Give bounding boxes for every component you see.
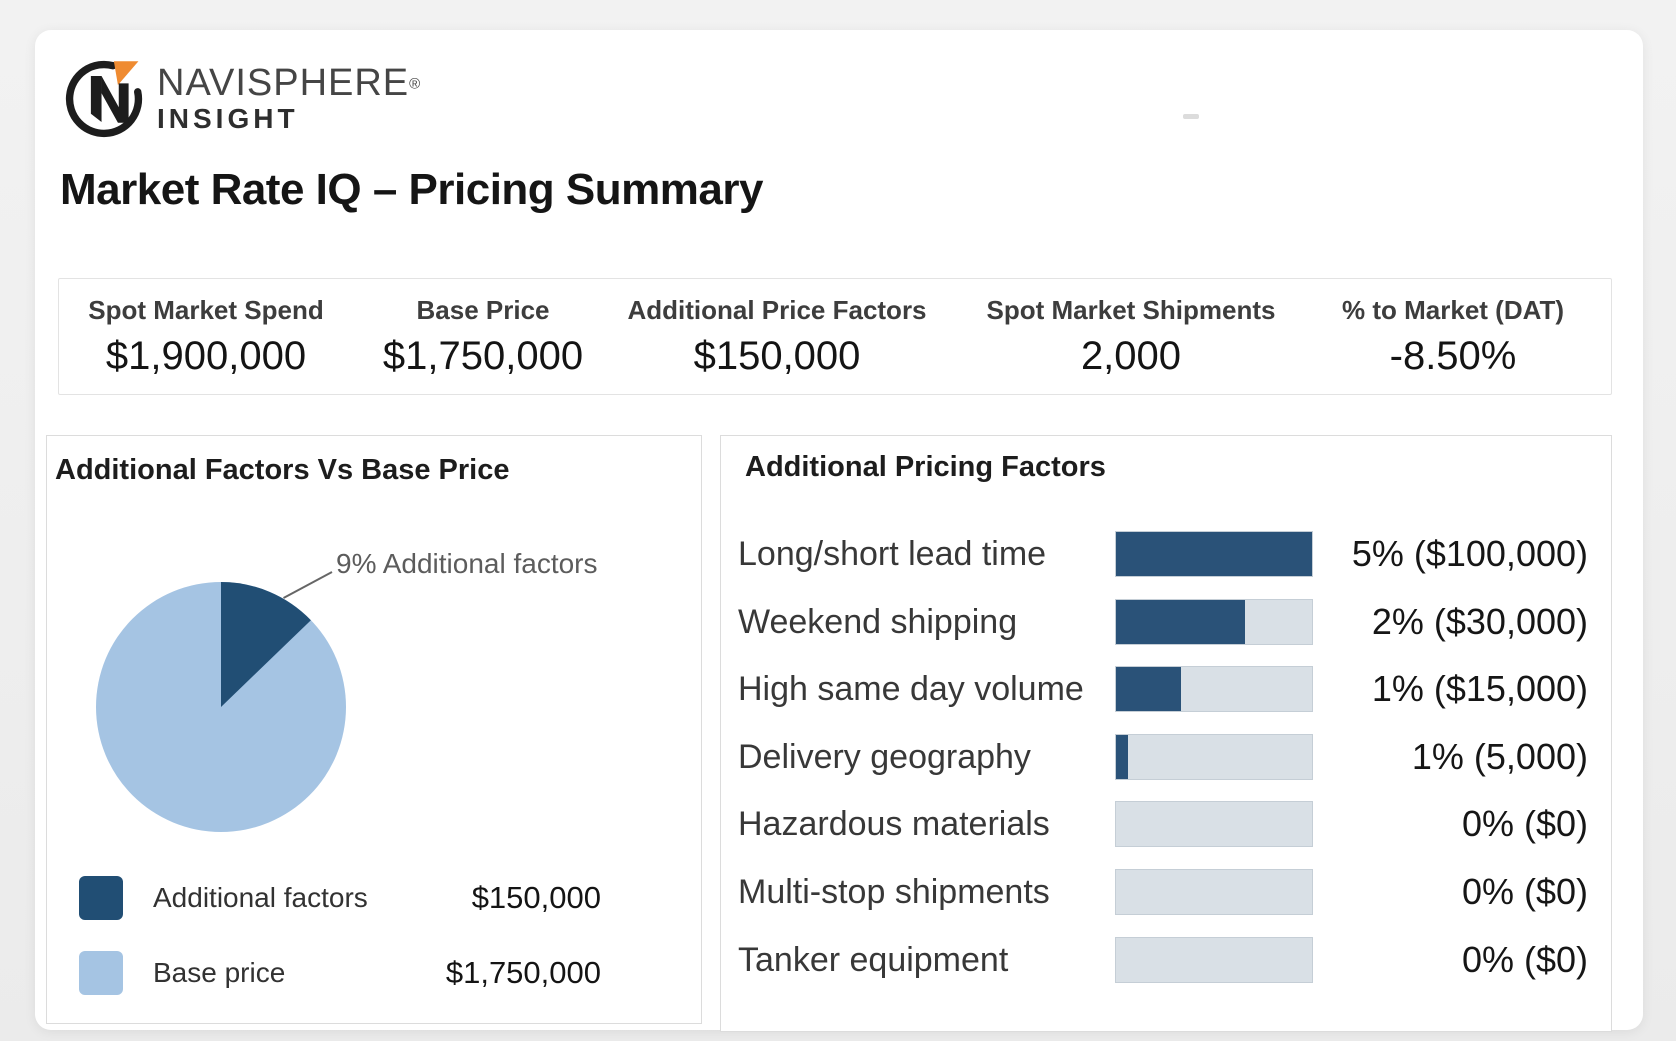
bar-row: Hazardous materials 0% ($0) xyxy=(721,801,1611,848)
dashboard-card: NAVISPHERE® INSIGHT Market Rate IQ – Pri… xyxy=(35,30,1643,1032)
kpi-value: $1,900,000 xyxy=(105,334,307,378)
brand-name: NAVISPHERE xyxy=(157,62,410,104)
kpi-value: 2,000 xyxy=(1080,334,1182,378)
bar-track xyxy=(1115,531,1313,577)
bar-fill xyxy=(1116,532,1312,576)
legend-row: Base price $1,750,000 xyxy=(47,951,701,995)
bar-row-value: 2% ($30,000) xyxy=(1371,600,1588,642)
legend-label: Base price xyxy=(153,957,286,988)
bar-row: Tanker equipment 0% ($0) xyxy=(721,936,1611,983)
bar-row-label: Hazardous materials xyxy=(738,805,1050,844)
bar-row-value: 1% (5,000) xyxy=(1411,735,1588,777)
bar-track xyxy=(1115,666,1313,713)
bar-row-label: Multi-stop shipments xyxy=(738,873,1050,911)
bar-fill xyxy=(1116,599,1246,644)
brand-logo: NAVISPHERE® INSIGHT xyxy=(63,58,420,140)
legend-label: Additional factors xyxy=(153,882,368,913)
bar-row: Multi-stop shipments 0% ($0) xyxy=(721,869,1611,915)
bar-row-label: Long/short lead time xyxy=(738,535,1047,573)
bar-fill xyxy=(1116,667,1181,712)
bar-track xyxy=(1115,598,1313,645)
legend-value: $150,000 xyxy=(471,880,601,915)
kpi-value: -8.50% xyxy=(1389,334,1517,378)
pie-annotation: 9% Additional factors xyxy=(336,548,598,579)
bar-row-label: Weekend shipping xyxy=(738,602,1018,641)
pie-slice-additional-factors xyxy=(221,582,311,707)
bar-row-value: 0% ($0) xyxy=(1461,938,1588,980)
legend-row: Additional factors $150,000 xyxy=(47,876,701,920)
bar-row: High same day volume 1% ($15,000) xyxy=(721,666,1611,713)
bar-row: Long/short lead time 5% ($100,000) xyxy=(721,531,1611,577)
navisphere-logo-icon xyxy=(65,60,143,138)
bars-panel-title: Additional Pricing Factors xyxy=(745,451,1106,483)
kpi-label: % to Market (DAT) xyxy=(1342,295,1564,325)
bar-row-value: 1% ($15,000) xyxy=(1371,668,1588,710)
legend-value: $1,750,000 xyxy=(445,955,601,990)
kpi-value: $150,000 xyxy=(693,334,861,378)
kpi-card: % to Market (DAT) -8.50% xyxy=(1293,279,1613,379)
bar-track xyxy=(1115,801,1313,848)
bar-row-label: Tanker equipment xyxy=(738,940,1009,979)
kpi-card: Spot Market Shipments 2,000 xyxy=(971,279,1291,379)
pie-panel-title: Additional Factors Vs Base Price xyxy=(55,454,510,486)
brand-subtitle: INSIGHT xyxy=(157,103,299,134)
bar-row-label: High same day volume xyxy=(738,670,1084,709)
bar-row: Delivery geography 1% (5,000) xyxy=(721,733,1611,780)
bar-row-value: 0% ($0) xyxy=(1461,803,1588,845)
kpi-card: Spot Market Spend $1,900,000 xyxy=(46,279,366,379)
stray-mark xyxy=(1183,114,1199,119)
page-title: Market Rate IQ – Pricing Summary xyxy=(60,165,763,214)
bar-fill xyxy=(1116,734,1128,779)
bar-track xyxy=(1115,936,1313,983)
bar-row: Weekend shipping 2% ($30,000) xyxy=(721,598,1611,645)
kpi-card: Additional Price Factors $150,000 xyxy=(617,279,937,379)
kpi-label: Spot Market Shipments xyxy=(986,295,1276,325)
kpi-strip: Spot Market Spend $1,900,000 Base Price $1,… xyxy=(58,278,1612,395)
legend-swatch-icon xyxy=(79,876,123,920)
bar-row-value: 5% ($100,000) xyxy=(1351,533,1588,574)
kpi-label: Spot Market Spend xyxy=(88,295,324,325)
kpi-label: Additional Price Factors xyxy=(627,295,927,325)
bar-row-value: 0% ($0) xyxy=(1461,871,1588,912)
kpi-value: $1,750,000 xyxy=(382,334,584,378)
bars-panel: Additional Pricing Factors Long/short le… xyxy=(720,435,1612,1032)
bar-track xyxy=(1115,733,1313,780)
kpi-label: Base Price xyxy=(416,295,550,325)
pie-panel: Additional Factors Vs Base Price 9% Addi… xyxy=(46,435,702,1024)
kpi-card: Base Price $1,750,000 xyxy=(323,279,643,379)
pie-chart xyxy=(96,571,346,832)
annotation-leader-line xyxy=(283,571,333,599)
bar-row-label: Delivery geography xyxy=(738,737,1031,776)
registered-mark: ® xyxy=(409,75,421,93)
bar-track xyxy=(1115,869,1313,915)
legend-swatch-icon xyxy=(79,951,123,995)
